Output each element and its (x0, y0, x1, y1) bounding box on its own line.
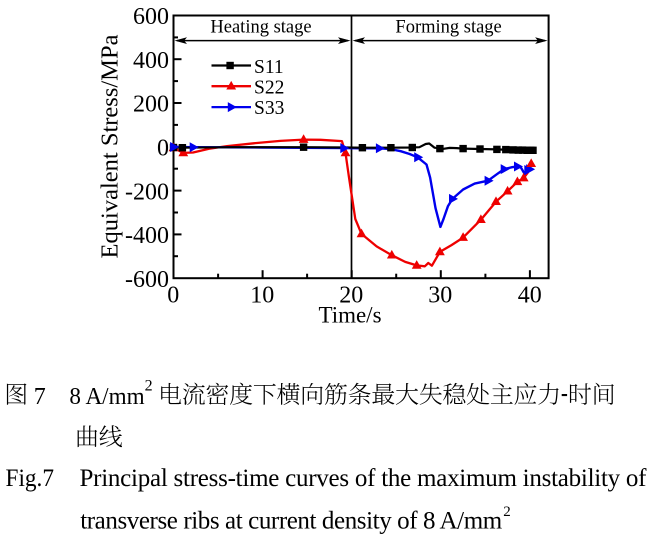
svg-text:200: 200 (133, 92, 169, 118)
svg-text:Fig.7: Fig.7 (6, 465, 55, 492)
svg-text:-600: -600 (125, 267, 169, 293)
svg-text:30: 30 (428, 282, 452, 308)
svg-text:S11: S11 (254, 57, 284, 78)
svg-text:Equivalent Stress/MPa: Equivalent Stress/MPa (97, 34, 124, 258)
svg-text:S22: S22 (254, 77, 284, 98)
svg-text:Time/s: Time/s (318, 302, 381, 327)
svg-text:2: 2 (145, 377, 153, 394)
svg-text:600: 600 (133, 4, 169, 30)
svg-text:-200: -200 (125, 179, 169, 205)
svg-text:Forming stage: Forming stage (395, 17, 501, 37)
svg-text:10: 10 (250, 282, 274, 308)
svg-text:7: 7 (34, 384, 46, 410)
svg-text:40: 40 (518, 282, 542, 308)
svg-text:Heating stage: Heating stage (210, 18, 311, 38)
svg-text:8 A/mm: 8 A/mm (69, 384, 145, 410)
svg-text:-400: -400 (125, 223, 169, 249)
svg-text:0: 0 (167, 282, 179, 308)
svg-text:0: 0 (157, 136, 169, 162)
svg-text:20: 20 (339, 282, 363, 308)
svg-text:S33: S33 (254, 98, 284, 119)
svg-text:400: 400 (133, 48, 169, 74)
svg-text:Principal stress-time curves o: Principal stress-time curves of the maxi… (80, 465, 648, 492)
svg-text:2: 2 (503, 504, 511, 520)
svg-text:transverse ribs at current den: transverse ribs at current density of 8 … (80, 508, 503, 535)
